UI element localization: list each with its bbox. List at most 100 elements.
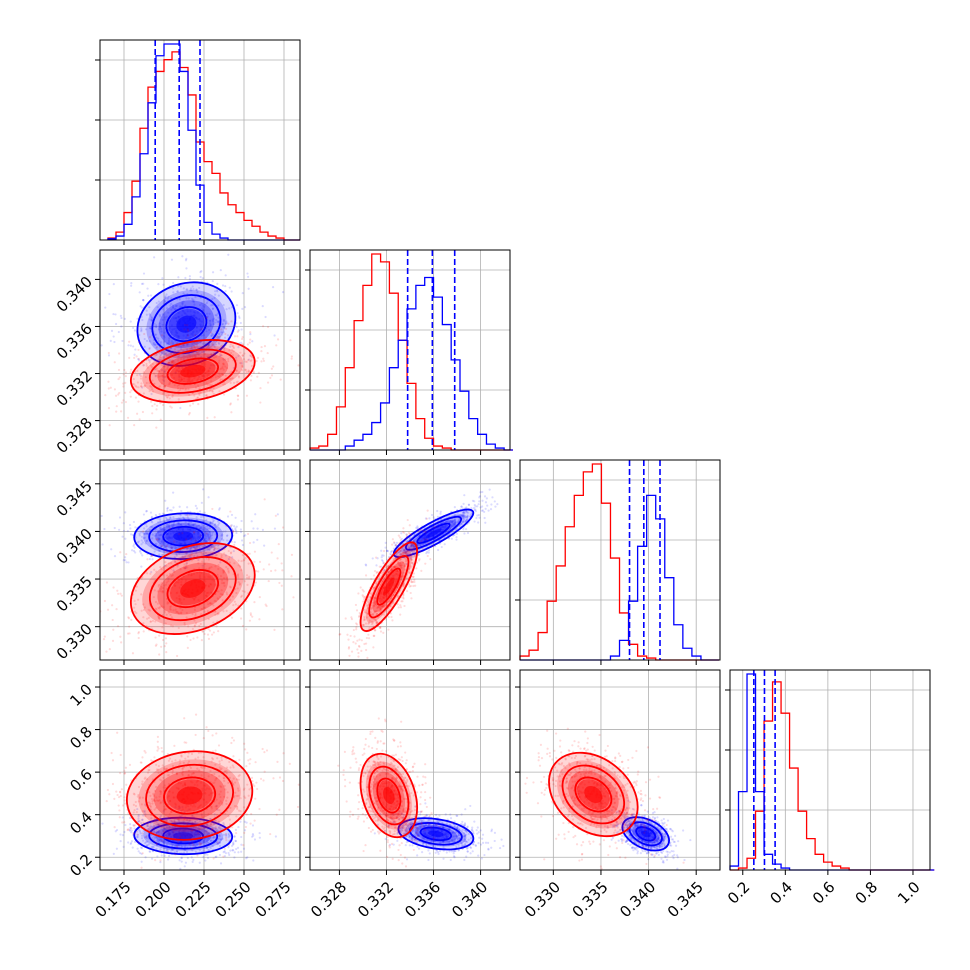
- sample-point: [229, 834, 232, 838]
- sample-point: [180, 358, 183, 361]
- sample-point: [248, 341, 251, 344]
- sample-point: [197, 558, 200, 562]
- sample-point: [192, 524, 195, 528]
- sample-point: [93, 772, 95, 774]
- sample-point: [255, 359, 258, 363]
- sample-point: [168, 525, 171, 528]
- sample-point: [209, 602, 212, 605]
- sample-point: [164, 296, 167, 299]
- sample-point: [235, 531, 238, 535]
- sample-point: [402, 527, 405, 530]
- sample-point: [164, 295, 167, 298]
- sample-point: [140, 552, 143, 555]
- sample-point: [376, 621, 379, 624]
- sample-point: [156, 369, 159, 372]
- sample-point: [367, 633, 370, 636]
- sample-point: [218, 522, 221, 525]
- sample-point: [367, 637, 371, 640]
- sample-point: [232, 843, 235, 846]
- sample-point: [187, 625, 190, 628]
- sample-point: [470, 507, 473, 510]
- sample-point: [259, 387, 262, 390]
- sample-point: [208, 383, 212, 386]
- sample-point: [220, 589, 223, 592]
- sample-point: [185, 267, 188, 270]
- sample-point: [225, 576, 228, 579]
- sample-point: [228, 377, 232, 381]
- sample-point: [116, 625, 120, 628]
- sample-point: [252, 371, 256, 374]
- sample-point: [460, 523, 463, 526]
- sample-point: [148, 306, 151, 309]
- sample-point: [156, 529, 159, 532]
- sample-point: [241, 624, 245, 628]
- sample-point: [158, 527, 161, 530]
- sample-point: [192, 637, 195, 640]
- sample-point: [262, 779, 265, 782]
- sample-point: [187, 554, 190, 558]
- sample-point: [159, 520, 162, 523]
- sample-point: [290, 357, 293, 360]
- sample-point: [165, 564, 168, 567]
- sample-point: [388, 571, 391, 574]
- sample-point: [224, 332, 227, 336]
- sample-point: [233, 335, 237, 338]
- hist-series-blue: [729, 673, 935, 871]
- sample-point: [347, 638, 350, 641]
- sample-point: [170, 360, 173, 363]
- sample-point: [219, 838, 222, 841]
- sample-point: [375, 582, 378, 585]
- sample-point: [172, 341, 175, 344]
- sample-point: [150, 817, 153, 820]
- sample-point: [379, 605, 383, 608]
- sample-point: [232, 530, 235, 533]
- sample-point: [241, 354, 244, 357]
- sample-point: [392, 565, 395, 568]
- sample-point: [184, 861, 188, 864]
- sample-point: [282, 752, 285, 755]
- sample-point: [189, 380, 192, 383]
- sample-point: [382, 587, 385, 590]
- sample-point: [177, 359, 180, 362]
- sample-point: [484, 501, 488, 504]
- sample-point: [160, 544, 163, 548]
- sample-point: [136, 412, 139, 415]
- sample-point: [397, 574, 400, 577]
- sample-point: [402, 574, 405, 578]
- sample-point: [170, 574, 173, 578]
- sample-point: [245, 821, 248, 824]
- contour-red: [129, 339, 256, 404]
- sample-point: [173, 317, 176, 320]
- sample-point: [465, 510, 468, 513]
- sample-point: [197, 353, 200, 356]
- sample-point: [146, 287, 149, 290]
- sample-point: [194, 342, 197, 345]
- sample-point: [441, 525, 444, 528]
- sample-point: [142, 531, 145, 534]
- sample-point: [242, 559, 245, 562]
- sample-point: [241, 368, 244, 372]
- sample-point: [182, 287, 185, 290]
- sample-point: [193, 624, 196, 627]
- sample-point: [183, 810, 186, 813]
- sample-point: [131, 652, 135, 655]
- sample-point: [129, 395, 132, 398]
- sample-point: [224, 327, 228, 330]
- sample-point: [182, 354, 185, 357]
- sample-point: [129, 344, 132, 347]
- sample-point: [140, 577, 143, 580]
- sample-point: [177, 807, 181, 810]
- sample-point: [183, 377, 186, 380]
- sample-point: [169, 833, 172, 836]
- sample-point: [185, 552, 188, 555]
- sample-point: [150, 520, 153, 523]
- sample-point: [155, 831, 158, 835]
- sample-point: [200, 302, 203, 305]
- sample-point: [254, 513, 257, 516]
- sample-point: [200, 320, 203, 323]
- sample-point: [238, 583, 241, 586]
- sample-point: [235, 530, 238, 533]
- sample-point: [157, 823, 160, 826]
- sample-point: [387, 615, 390, 619]
- sample-point: [163, 364, 166, 368]
